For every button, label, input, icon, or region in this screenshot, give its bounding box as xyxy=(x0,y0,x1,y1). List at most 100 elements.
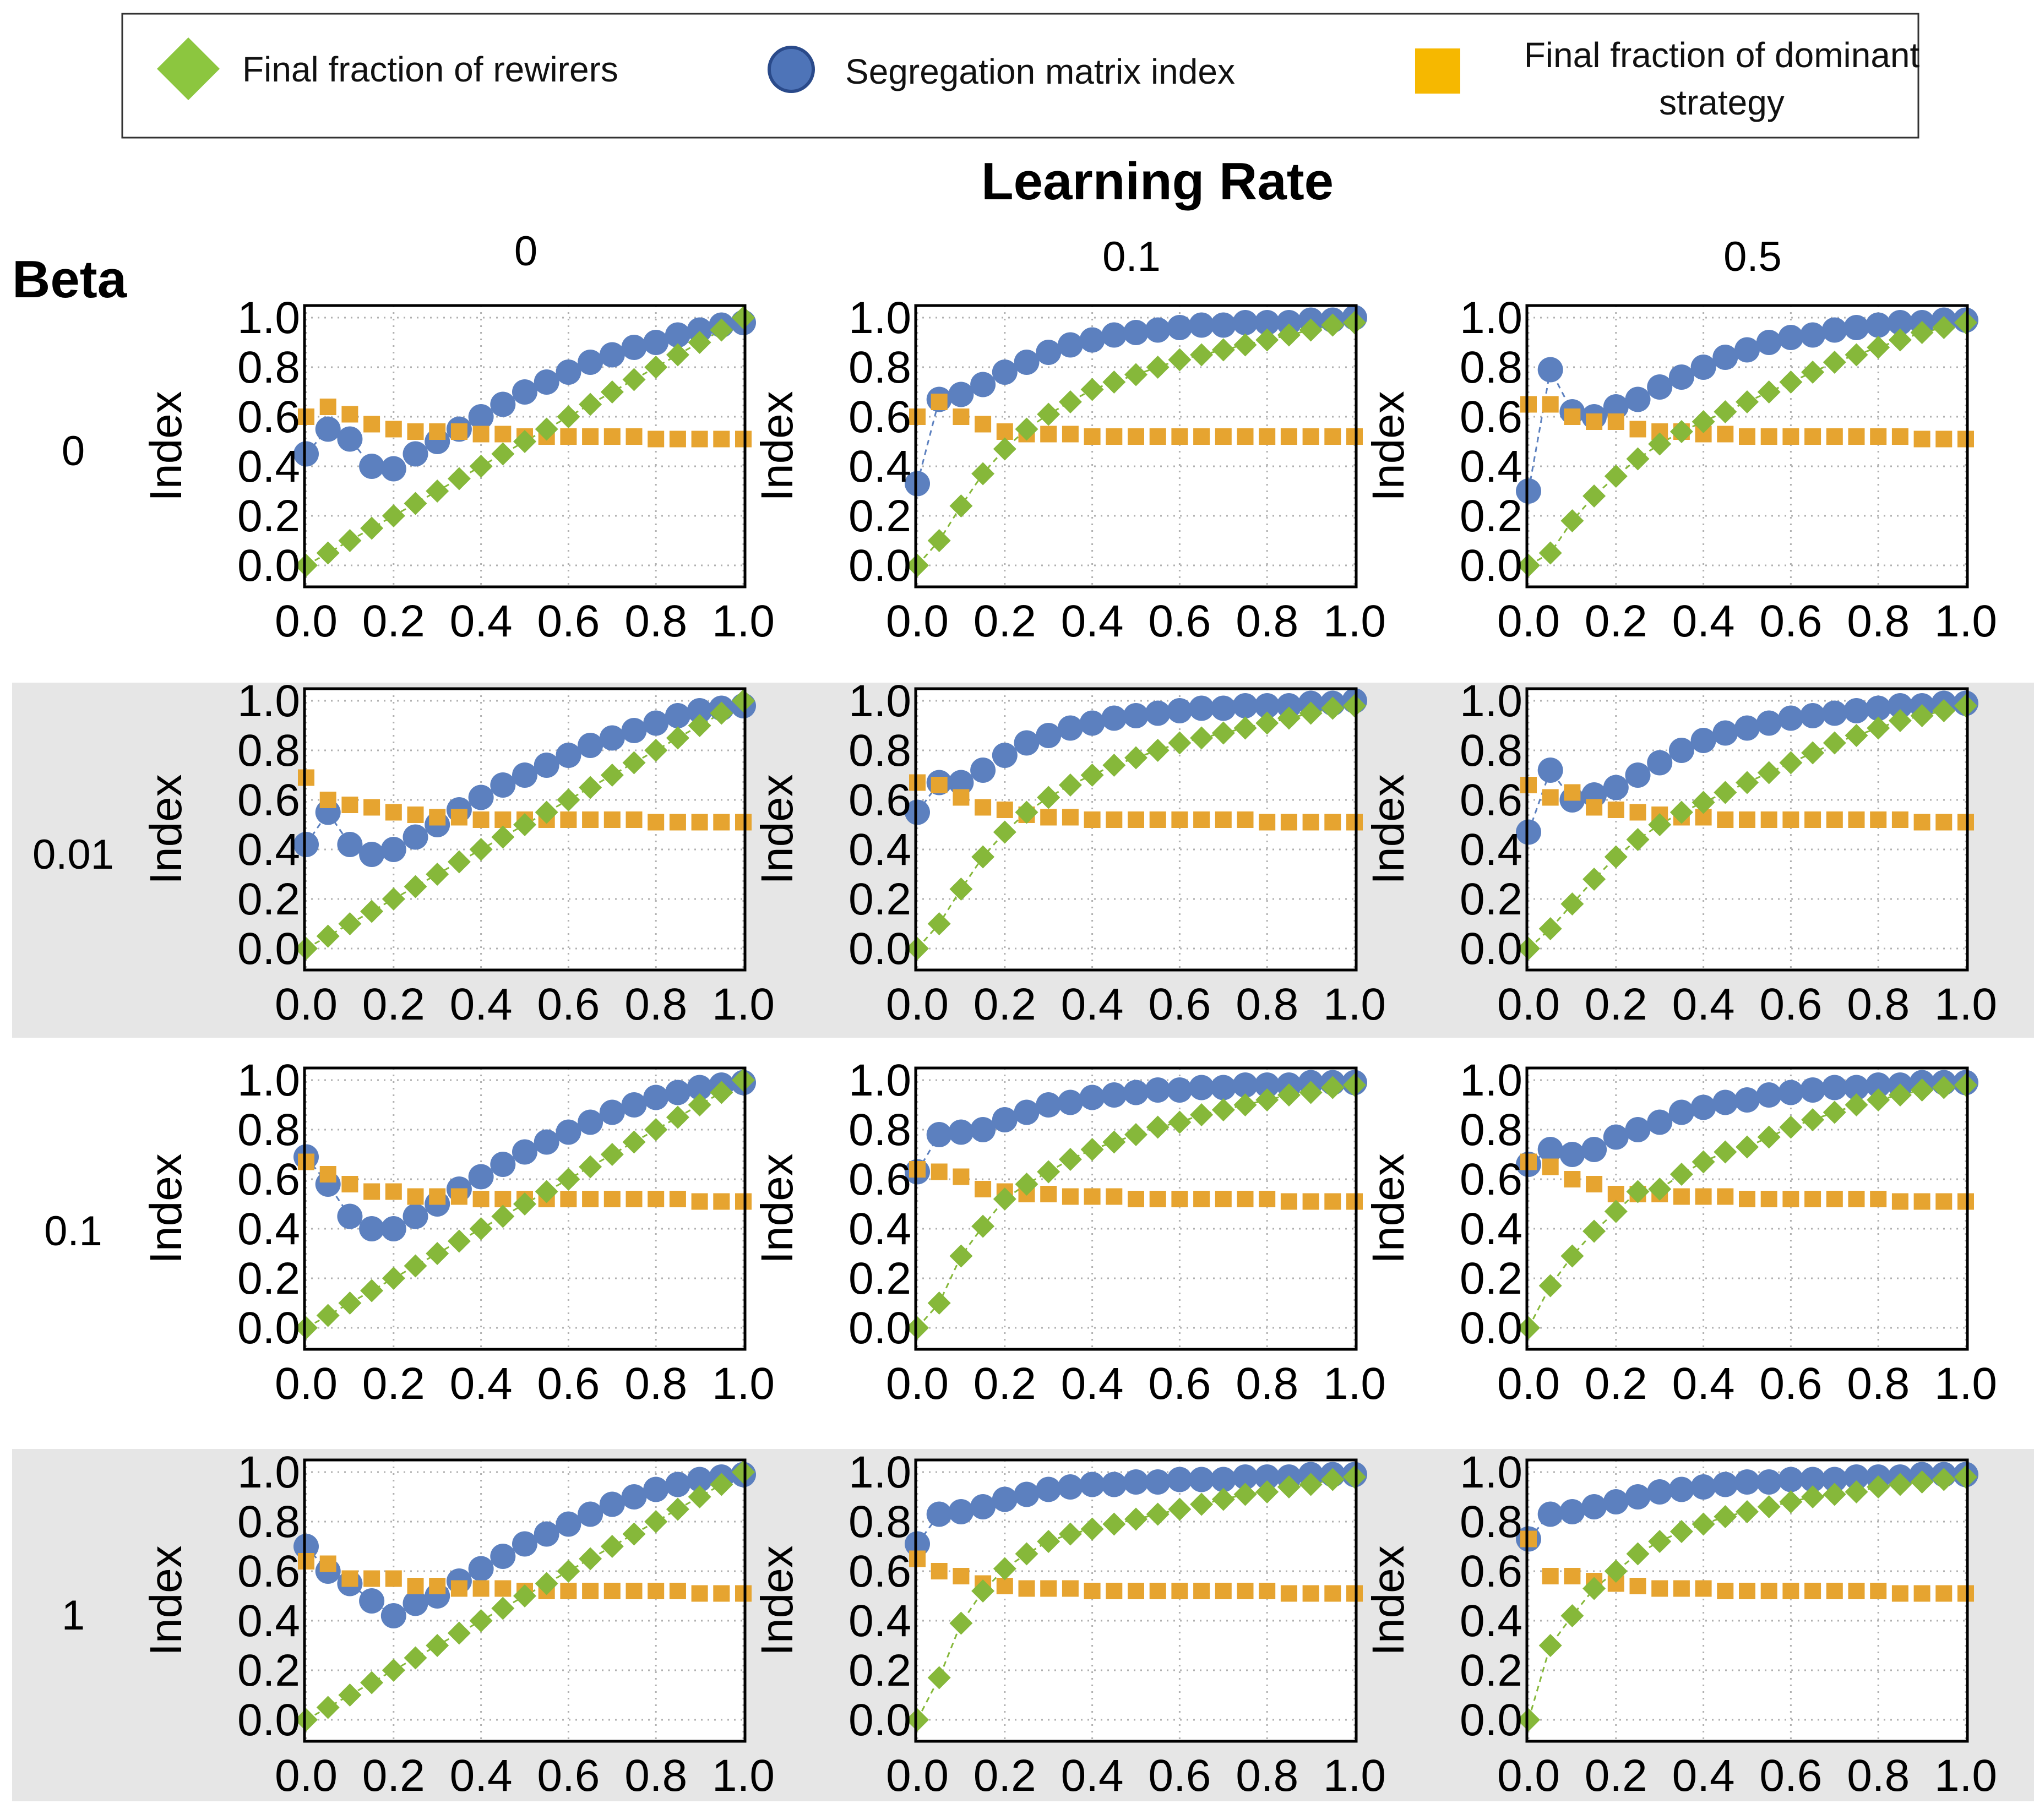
x-tick-label: 0.0 xyxy=(886,596,949,646)
x-tick-label: 0.2 xyxy=(1585,1359,1647,1409)
point-rewirers xyxy=(1058,1148,1082,1171)
point-rewirers xyxy=(360,1279,384,1303)
point-rewirers xyxy=(295,1316,318,1339)
point-dominant xyxy=(1084,428,1101,445)
row-label-1: 1 xyxy=(62,1592,85,1639)
point-rewirers xyxy=(1124,363,1147,386)
point-dominant xyxy=(319,399,336,415)
point-segregation xyxy=(1123,320,1149,345)
point-dominant xyxy=(429,809,446,826)
x-tick-label: 0.8 xyxy=(1236,1359,1298,1409)
point-dominant xyxy=(1193,1583,1210,1599)
plot-frame xyxy=(303,687,747,972)
column-header-title: Learning Rate xyxy=(981,152,1334,211)
panel-beta-0.01-lr-0.5: 0.00.20.40.60.81.00.0 0.2 0.4 0.6 0.8 1.0Inde… xyxy=(1363,676,1997,1029)
point-dominant xyxy=(1128,811,1144,828)
point-dominant xyxy=(1804,428,1821,445)
point-segregation xyxy=(687,1075,713,1100)
point-dominant xyxy=(1346,428,1363,445)
x-tick-label: 1.0 xyxy=(1934,1359,1997,1409)
point-rewirers xyxy=(1517,554,1540,577)
y-axis-label: Index xyxy=(141,1545,191,1656)
point-rewirers xyxy=(1604,465,1628,488)
point-dominant xyxy=(626,1583,643,1599)
point-rewirers xyxy=(710,1473,733,1496)
point-dominant xyxy=(1324,814,1341,831)
point-rewirers xyxy=(1845,1093,1868,1116)
point-segregation xyxy=(599,725,625,751)
point-rewirers xyxy=(1538,1274,1562,1298)
point-dominant xyxy=(1782,1583,1799,1599)
point-rewirers xyxy=(513,1192,536,1216)
point-dominant xyxy=(1804,811,1821,828)
y-tick-label: 1.0 xyxy=(849,676,911,726)
point-dominant xyxy=(1870,1583,1887,1599)
y-tick-label: 0.0 xyxy=(849,1303,911,1353)
point-dominant xyxy=(1106,428,1123,445)
point-rewirers xyxy=(1648,1530,1672,1553)
point-dominant xyxy=(1040,426,1057,443)
panel-beta-0.01-lr-0: 0.00.20.40.60.81.00.0 0.2 0.4 0.6 0.8 1.0Inde… xyxy=(141,676,775,1029)
point-dominant xyxy=(1324,428,1341,445)
point-segregation xyxy=(1276,693,1302,718)
x-tick-label: 0.2 xyxy=(974,1751,1036,1801)
point-rewirers xyxy=(1343,1465,1366,1489)
y-tick-label: 0.4 xyxy=(1460,442,1522,492)
point-dominant xyxy=(1848,1583,1865,1599)
x-tick-label: 0.2 xyxy=(362,596,425,646)
panel-beta-0-lr-0: 0.00.20.40.60.81.00.0 0.2 0.4 0.6 0.8 1.0Inde… xyxy=(141,293,775,646)
point-rewirers xyxy=(1538,541,1562,565)
point-rewirers xyxy=(1321,313,1345,337)
point-rewirers xyxy=(1604,845,1628,869)
x-tick-label: 0.4 xyxy=(1672,979,1735,1029)
point-rewirers xyxy=(1954,1074,1977,1097)
x-tick-label: 0.2 xyxy=(1585,979,1647,1029)
point-rewirers xyxy=(644,1118,668,1141)
point-rewirers xyxy=(447,850,471,874)
point-dominant xyxy=(429,1188,446,1205)
point-segregation xyxy=(468,784,494,810)
point-rewirers xyxy=(1692,410,1715,433)
point-rewirers xyxy=(535,1572,558,1595)
point-segregation xyxy=(1276,310,1302,335)
point-segregation xyxy=(534,753,559,778)
point-dominant xyxy=(1259,1583,1276,1599)
point-segregation xyxy=(490,1544,516,1569)
point-rewirers xyxy=(1736,1135,1759,1159)
point-segregation xyxy=(556,359,581,385)
point-segregation xyxy=(665,322,690,348)
y-tick-label: 0.0 xyxy=(237,541,300,591)
point-rewirers xyxy=(1954,694,1977,717)
point-segregation xyxy=(1843,1464,1869,1490)
row-label-0: 0 xyxy=(62,428,85,475)
y-tick-label: 1.0 xyxy=(1460,676,1522,726)
point-segregation xyxy=(1145,1077,1171,1103)
point-segregation xyxy=(970,1494,996,1519)
point-rewirers xyxy=(295,937,318,960)
point-rewirers xyxy=(1823,1483,1846,1506)
point-rewirers xyxy=(338,1292,362,1315)
point-dominant xyxy=(1695,1580,1712,1597)
y-tick-label: 0.4 xyxy=(1460,825,1522,875)
point-rewirers xyxy=(360,900,384,923)
point-rewirers xyxy=(1736,1500,1759,1523)
point-dominant xyxy=(341,797,358,813)
point-segregation xyxy=(1821,317,1847,343)
point-rewirers xyxy=(1124,1123,1147,1146)
point-dominant xyxy=(494,1580,512,1597)
point-segregation xyxy=(578,1109,603,1135)
point-segregation xyxy=(1101,322,1127,348)
x-tick-label: 0.6 xyxy=(1759,979,1822,1029)
point-segregation xyxy=(1712,720,1738,746)
point-rewirers xyxy=(1757,761,1781,784)
point-rewirers xyxy=(1058,773,1082,797)
point-dominant xyxy=(691,814,708,831)
y-tick-label: 0.2 xyxy=(849,1254,911,1304)
y-tick-label: 0.0 xyxy=(1460,924,1522,974)
point-segregation xyxy=(578,1501,603,1527)
point-rewirers xyxy=(1648,813,1672,836)
point-segregation xyxy=(1647,1109,1673,1135)
point-rewirers xyxy=(622,1522,646,1546)
legend-diamond-marker xyxy=(157,37,220,100)
point-dominant xyxy=(735,814,752,831)
